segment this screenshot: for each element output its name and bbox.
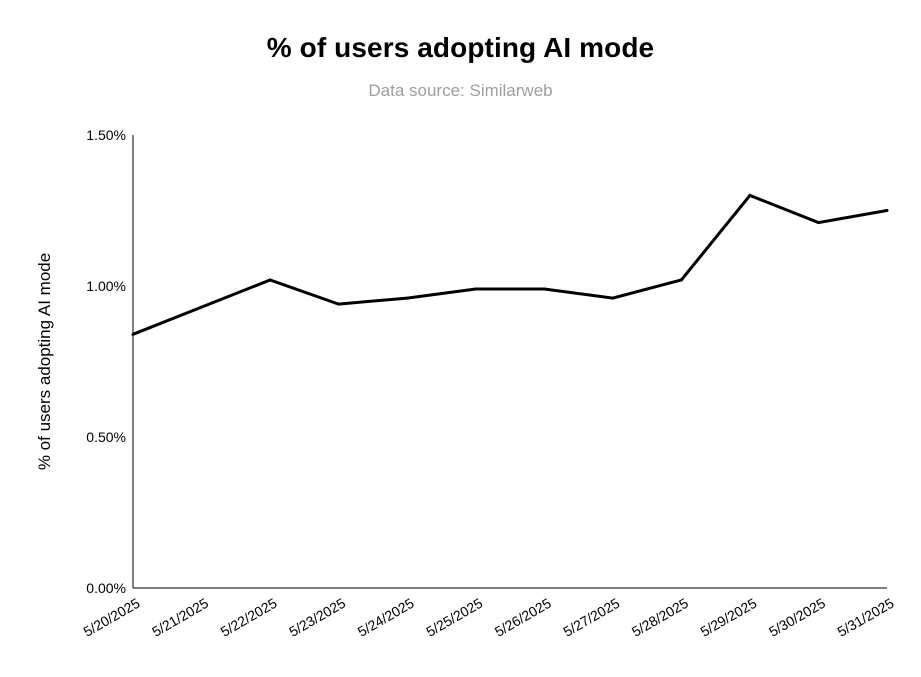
x-tick-label: 5/22/2025 bbox=[218, 595, 280, 640]
series-line bbox=[132, 193, 888, 336]
data-point bbox=[885, 209, 889, 212]
chart-title: % of users adopting AI mode bbox=[266, 32, 655, 63]
data-point bbox=[679, 278, 683, 282]
data-point bbox=[131, 332, 135, 336]
x-tick-label: 5/23/2025 bbox=[286, 595, 348, 640]
x-tick-label: 5/28/2025 bbox=[629, 595, 691, 640]
y-tick-label: 1.00% bbox=[86, 278, 126, 294]
y-tick-label: 1.50% bbox=[86, 127, 126, 143]
chart-subtitle: Data source: Similarweb bbox=[368, 81, 553, 100]
data-point bbox=[268, 278, 272, 282]
data-point bbox=[405, 296, 409, 300]
data-point bbox=[200, 305, 204, 309]
x-tick-label: 5/21/2025 bbox=[149, 595, 211, 640]
y-tick-label: 0.00% bbox=[86, 580, 126, 596]
data-point bbox=[337, 302, 341, 306]
data-point bbox=[748, 193, 752, 197]
x-tick-label: 5/25/2025 bbox=[423, 595, 485, 640]
x-tick-label: 5/26/2025 bbox=[492, 595, 554, 640]
data-point bbox=[542, 287, 546, 291]
data-point bbox=[474, 287, 478, 291]
x-tick-label: 5/29/2025 bbox=[697, 595, 759, 640]
x-tick-label: 5/20/2025 bbox=[81, 595, 143, 640]
data-point bbox=[816, 221, 820, 225]
x-tick-label: 5/30/2025 bbox=[766, 595, 828, 640]
data-point bbox=[611, 296, 615, 300]
y-tick-label: 0.50% bbox=[86, 429, 126, 445]
x-tick-label: 5/31/2025 bbox=[835, 595, 897, 640]
x-tick-label: 5/24/2025 bbox=[355, 595, 417, 640]
y-axis-title: % of users adopting AI mode bbox=[35, 253, 54, 470]
x-tick-label: 5/27/2025 bbox=[560, 595, 622, 640]
